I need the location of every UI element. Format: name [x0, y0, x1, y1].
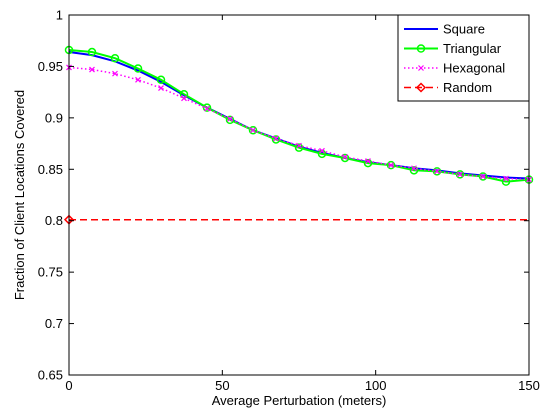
y-tick-label: 0.9 [45, 110, 63, 125]
legend-label-square: Square [443, 22, 485, 37]
legend-marker-hexagonal [418, 65, 424, 71]
x-tick-label: 150 [518, 378, 540, 393]
legend: Square Triangular Hexagonal Random [397, 14, 530, 102]
data-point-hexagonal-stroke [227, 115, 233, 122]
axis-layer: 0 50 100 150 0.65 0.7 0.75 0.8 0.85 0.9 0.95 1 [38, 8, 540, 394]
data-point-hexagonal [135, 76, 141, 83]
data-point-hexagonal [434, 168, 440, 175]
x-axis-label: Average Perturbation (meters) [212, 393, 387, 408]
data-point-hexagonal-stroke [204, 105, 210, 112]
data-point-hexagonal-stroke [457, 171, 463, 178]
legend-item-hexagonal: Hexagonal [404, 61, 505, 76]
plot-frame [68, 14, 530, 376]
data-point-hexagonal-stroke [135, 76, 141, 83]
data-point-hexagonal-stroke [365, 158, 371, 164]
series-hexagonal [66, 64, 532, 183]
data-point-triangular [271, 135, 281, 144]
data-point-hexagonal [89, 66, 95, 73]
data-point-hexagonal-stroke [181, 95, 187, 102]
legend-item-random: Random [404, 80, 492, 95]
y-tick-label: 0.75 [38, 265, 63, 280]
data-point-hexagonal [296, 142, 302, 149]
data-point-hexagonal [158, 85, 164, 91]
data-point-hexagonal [319, 147, 325, 154]
y-tick-label: 0.95 [38, 59, 63, 74]
data-point-triangular [225, 115, 235, 125]
data-point-hexagonal [181, 95, 187, 102]
legend-item-square: Square [404, 22, 485, 37]
data-point-hexagonal-stroke [503, 175, 509, 182]
data-point-hexagonal [457, 171, 463, 178]
data-point-hexagonal [411, 165, 417, 172]
data-point-hexagonal-stroke [296, 142, 302, 149]
data-point-hexagonal-stroke [411, 165, 417, 172]
data-point-hexagonal [388, 162, 394, 169]
data-point-hexagonal-stroke [388, 162, 394, 169]
data-point-hexagonal-stroke [273, 135, 279, 142]
y-tick-label: 0.8 [45, 213, 63, 228]
x-tick-label: 0 [65, 378, 72, 393]
y-tick-label: 0.65 [38, 368, 63, 383]
data-point-hexagonal-stroke [480, 173, 486, 180]
data-point-hexagonal [273, 135, 279, 142]
legend-marker-random [415, 82, 427, 93]
series-layer [63, 45, 534, 225]
data-point-hexagonal [365, 158, 371, 164]
x-tick-label: 50 [215, 378, 229, 393]
data-point-hexagonal-stroke [434, 168, 440, 175]
data-point-triangular [409, 166, 419, 175]
legend-label-triangular: Triangular [443, 41, 502, 56]
data-point-hexagonal-stroke [342, 154, 348, 160]
legend-marker-hexagonal-stroke [418, 65, 424, 71]
legend-item-triangular: Triangular [404, 41, 502, 56]
data-point-triangular [110, 53, 120, 63]
data-point-triangular [386, 160, 396, 170]
data-point-hexagonal-stroke [112, 70, 118, 77]
data-point-hexagonal [480, 173, 486, 180]
data-point-hexagonal-stroke [158, 85, 164, 91]
data-point-hexagonal-stroke [319, 147, 325, 154]
data-point-triangular [478, 172, 488, 181]
data-point-hexagonal [503, 175, 509, 182]
data-point-hexagonal [112, 70, 118, 77]
data-point-triangular [133, 64, 143, 73]
y-axis-label: Fraction of Client Locations Covered [12, 90, 27, 300]
y-tick-label: 0.7 [45, 316, 63, 331]
data-point-triangular [363, 158, 373, 168]
data-point-hexagonal [227, 115, 233, 122]
data-point-hexagonal-stroke [89, 66, 95, 73]
y-tick-label: 0.85 [38, 162, 63, 177]
data-point-triangular [294, 143, 304, 152]
legend-label-hexagonal: Hexagonal [443, 61, 505, 76]
data-point-hexagonal [204, 105, 210, 112]
data-point-hexagonal [342, 154, 348, 160]
data-point-triangular [87, 47, 97, 57]
data-point-triangular [248, 125, 258, 135]
data-point-hexagonal [250, 127, 256, 134]
legend-label-random: Random [443, 80, 492, 95]
legend-marker-triangular [416, 44, 426, 53]
data-point-triangular [340, 153, 350, 163]
data-point-triangular [156, 75, 166, 85]
data-point-hexagonal-stroke [250, 127, 256, 134]
x-tick-label: 100 [365, 378, 387, 393]
y-tick-label: 1 [56, 8, 63, 23]
